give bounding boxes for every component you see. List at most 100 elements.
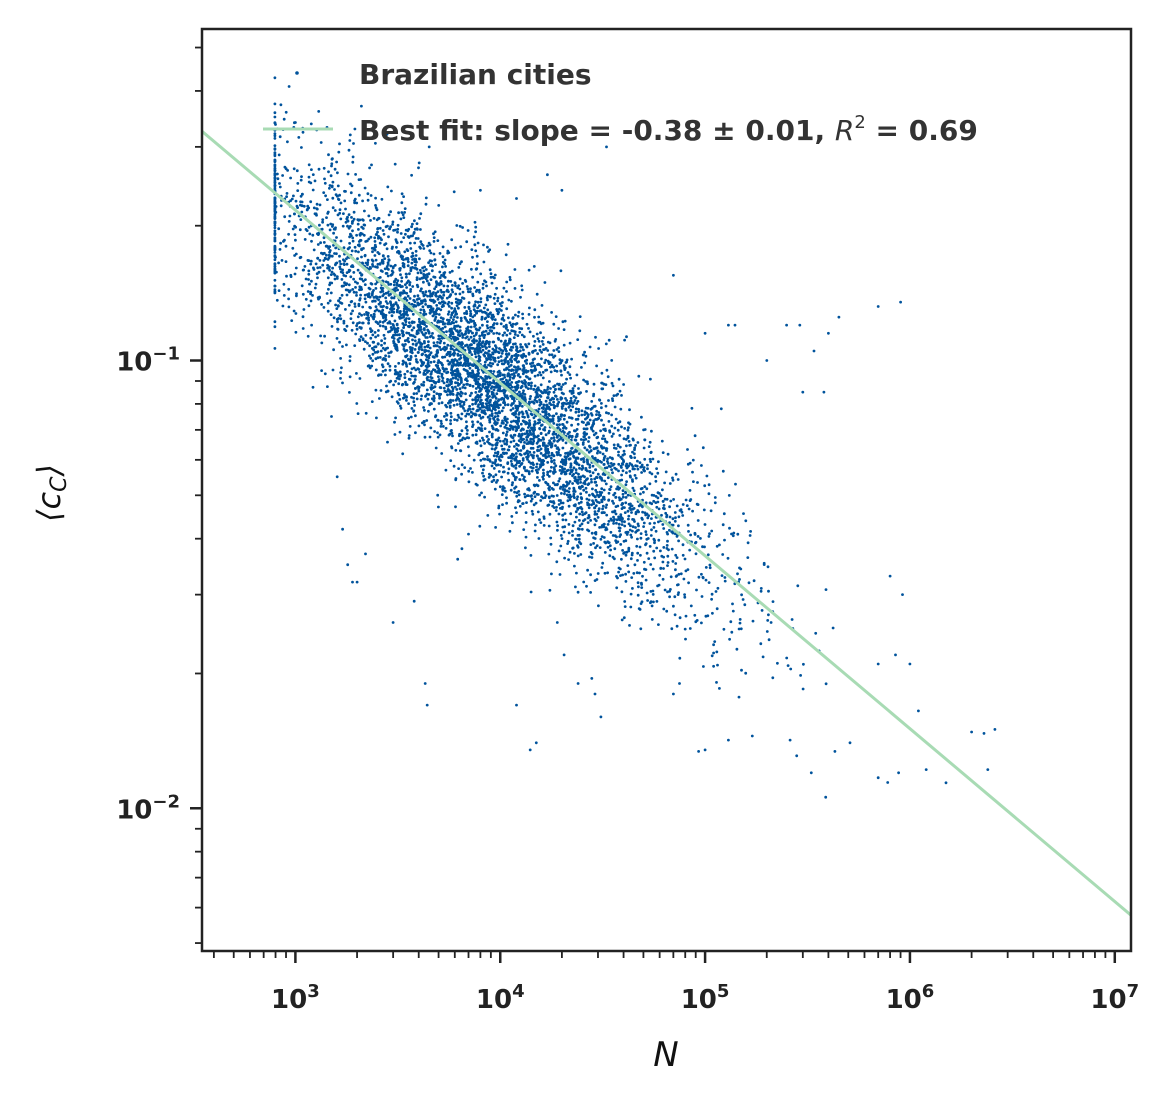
- scatter-point: [575, 428, 579, 431]
- scatter-point: [311, 385, 315, 389]
- scatter-point: [494, 438, 498, 442]
- scatter-point: [500, 309, 503, 312]
- scatter-point: [576, 400, 580, 403]
- scatter-point: [546, 385, 550, 389]
- scatter-point: [502, 397, 506, 401]
- scatter-point: [353, 245, 357, 249]
- scatter-point: [447, 279, 450, 283]
- scatter-point: [408, 272, 411, 276]
- scatter-point: [480, 333, 484, 337]
- scatter-point: [481, 415, 485, 419]
- scatter-point: [621, 506, 625, 509]
- scatter-point: [395, 245, 398, 249]
- scatter-point: [289, 199, 292, 203]
- scatter-point: [473, 352, 477, 356]
- scatter-point: [613, 426, 617, 430]
- scatter-point: [549, 469, 552, 473]
- scatter-point: [331, 368, 335, 372]
- scatter-point: [611, 534, 615, 537]
- scatter-point: [450, 365, 454, 369]
- scatter-point: [601, 507, 604, 511]
- scatter-point: [366, 341, 369, 345]
- scatter-point: [574, 457, 578, 461]
- scatter-point: [364, 300, 368, 304]
- scatter-point: [435, 392, 439, 395]
- scatter-point: [576, 590, 580, 594]
- scatter-point: [704, 614, 708, 618]
- scatter-point: [605, 513, 609, 517]
- scatter-point: [507, 478, 511, 482]
- scatter-point: [595, 364, 598, 368]
- scatter-point: [420, 383, 423, 386]
- scatter-point: [329, 174, 333, 178]
- scatter-point: [597, 442, 601, 445]
- scatter-point: [737, 695, 741, 699]
- scatter-point: [407, 434, 411, 437]
- scatter-point: [378, 226, 382, 230]
- scatter-point: [465, 379, 469, 383]
- scatter-point: [316, 276, 319, 280]
- scatter-point: [508, 375, 512, 379]
- scatter-point: [448, 352, 452, 356]
- scatter-point: [341, 268, 344, 272]
- scatter-point: [471, 420, 474, 424]
- scatter-point: [408, 241, 412, 245]
- scatter-point: [384, 300, 388, 303]
- scatter-point: [546, 407, 550, 410]
- scatter-point: [449, 429, 453, 433]
- scatter-point: [619, 574, 622, 577]
- scatter-point: [459, 433, 462, 436]
- scatter-point: [435, 351, 439, 355]
- scatter-point: [402, 195, 405, 199]
- scatter-point: [669, 499, 673, 503]
- scatter-point: [533, 367, 537, 370]
- scatter-point: [373, 243, 377, 247]
- scatter-point: [604, 440, 607, 443]
- scatter-point: [465, 285, 469, 288]
- scatter-point: [561, 518, 565, 522]
- scatter-point: [744, 671, 748, 675]
- scatter-point: [439, 425, 443, 428]
- scatter-point: [442, 290, 446, 294]
- scatter-point: [473, 325, 476, 328]
- scatter-point: [556, 404, 559, 408]
- scatter-point: [521, 391, 525, 395]
- scatter-point: [455, 388, 459, 391]
- scatter-point: [557, 387, 561, 391]
- scatter-point: [704, 566, 708, 569]
- scatter-point: [344, 207, 347, 211]
- scatter-point: [637, 510, 640, 514]
- scatter-point: [353, 305, 357, 308]
- scatter-point: [459, 417, 463, 421]
- scatter-point: [591, 464, 595, 468]
- scatter-point: [604, 541, 608, 545]
- scatter-point: [683, 595, 687, 599]
- scatter-point: [404, 355, 408, 359]
- scatter-point: [544, 414, 547, 417]
- scatter-point: [631, 529, 634, 533]
- scatter-point: [598, 398, 601, 402]
- scatter-point: [487, 315, 490, 318]
- scatter-point: [598, 546, 602, 549]
- scatter-point: [378, 397, 381, 400]
- scatter-point: [637, 607, 641, 610]
- scatter-point: [367, 318, 371, 322]
- scatter-point: [315, 207, 319, 211]
- scatter-point: [575, 515, 578, 519]
- scatter-point: [628, 528, 632, 532]
- scatter-point: [363, 223, 367, 227]
- scatter-point: [292, 167, 296, 171]
- scatter-point: [423, 408, 426, 412]
- scatter-point: [675, 624, 679, 628]
- scatter-point: [326, 210, 330, 214]
- scatter-point: [456, 413, 460, 417]
- scatter-point: [398, 268, 402, 272]
- scatter-point: [572, 466, 576, 470]
- scatter-point: [319, 334, 322, 338]
- scatter-point: [443, 368, 446, 372]
- scatter-point: [685, 504, 689, 507]
- scatter-point: [613, 557, 616, 561]
- scatter-point: [466, 359, 470, 363]
- scatter-point: [668, 515, 672, 519]
- scatter-point: [460, 332, 464, 335]
